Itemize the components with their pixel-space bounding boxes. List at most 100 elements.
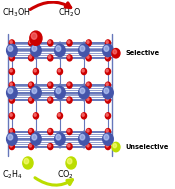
Circle shape <box>55 86 65 99</box>
Circle shape <box>29 82 34 88</box>
Circle shape <box>66 157 76 169</box>
Circle shape <box>56 134 61 140</box>
Circle shape <box>106 69 108 72</box>
Circle shape <box>9 144 15 149</box>
Circle shape <box>106 144 108 147</box>
Circle shape <box>103 86 113 99</box>
Circle shape <box>10 129 12 132</box>
Circle shape <box>82 114 84 116</box>
Circle shape <box>29 83 32 86</box>
Circle shape <box>68 56 70 58</box>
Circle shape <box>58 69 60 72</box>
Circle shape <box>10 56 12 58</box>
Circle shape <box>103 44 113 57</box>
Circle shape <box>48 82 53 88</box>
Circle shape <box>80 134 85 140</box>
Circle shape <box>29 144 34 149</box>
Circle shape <box>10 98 12 101</box>
Circle shape <box>67 55 72 61</box>
Circle shape <box>10 144 12 147</box>
Circle shape <box>48 129 51 132</box>
Circle shape <box>105 68 111 74</box>
Circle shape <box>9 113 15 119</box>
Circle shape <box>106 98 108 101</box>
Circle shape <box>106 41 108 43</box>
Circle shape <box>105 113 111 119</box>
Circle shape <box>56 46 61 51</box>
Circle shape <box>113 50 117 54</box>
Circle shape <box>10 41 12 43</box>
Circle shape <box>29 129 34 135</box>
Circle shape <box>9 55 15 61</box>
Circle shape <box>104 134 109 140</box>
Circle shape <box>68 41 70 43</box>
Circle shape <box>86 97 91 103</box>
Circle shape <box>29 56 32 58</box>
Circle shape <box>105 40 110 46</box>
Circle shape <box>68 129 70 132</box>
Circle shape <box>86 55 91 61</box>
Circle shape <box>55 133 65 145</box>
Circle shape <box>31 33 37 39</box>
Circle shape <box>31 133 41 145</box>
Circle shape <box>34 69 36 72</box>
FancyArrowPatch shape <box>30 2 71 9</box>
Circle shape <box>106 114 108 116</box>
Circle shape <box>112 142 120 152</box>
Circle shape <box>86 40 91 46</box>
Circle shape <box>67 40 72 46</box>
Circle shape <box>79 133 89 145</box>
Circle shape <box>9 68 15 74</box>
Circle shape <box>48 144 53 149</box>
Circle shape <box>29 129 32 132</box>
Circle shape <box>32 134 37 140</box>
Circle shape <box>29 144 32 147</box>
Circle shape <box>48 56 51 58</box>
Circle shape <box>112 49 120 58</box>
Circle shape <box>7 86 17 99</box>
Circle shape <box>67 144 72 149</box>
Circle shape <box>48 97 53 103</box>
Circle shape <box>24 158 29 164</box>
Circle shape <box>32 46 37 51</box>
Circle shape <box>48 144 51 147</box>
Circle shape <box>29 40 34 46</box>
Circle shape <box>9 129 15 135</box>
Circle shape <box>87 56 89 58</box>
Circle shape <box>105 55 110 61</box>
Circle shape <box>113 143 117 148</box>
Circle shape <box>9 97 15 103</box>
Circle shape <box>57 113 62 119</box>
Circle shape <box>29 98 32 101</box>
Circle shape <box>7 44 17 57</box>
FancyArrowPatch shape <box>35 178 72 185</box>
Circle shape <box>48 83 51 86</box>
Circle shape <box>29 55 34 61</box>
Circle shape <box>87 41 89 43</box>
Circle shape <box>48 55 53 61</box>
Circle shape <box>7 133 17 145</box>
Circle shape <box>10 83 12 86</box>
Circle shape <box>48 129 53 135</box>
Circle shape <box>67 82 72 88</box>
Circle shape <box>87 98 89 101</box>
Circle shape <box>103 133 113 145</box>
Circle shape <box>68 83 70 86</box>
Circle shape <box>105 97 110 103</box>
Text: CH$_2$O: CH$_2$O <box>58 6 82 19</box>
Circle shape <box>55 44 65 57</box>
Circle shape <box>23 157 33 169</box>
Circle shape <box>31 44 41 57</box>
Circle shape <box>79 86 89 99</box>
Circle shape <box>86 129 91 135</box>
Circle shape <box>33 113 38 119</box>
Circle shape <box>87 83 89 86</box>
Circle shape <box>104 88 109 94</box>
Circle shape <box>105 82 110 88</box>
Circle shape <box>80 46 85 51</box>
Circle shape <box>106 129 108 132</box>
Circle shape <box>105 129 110 135</box>
Circle shape <box>8 88 13 94</box>
Circle shape <box>48 98 51 101</box>
Text: Unselective: Unselective <box>125 144 169 150</box>
